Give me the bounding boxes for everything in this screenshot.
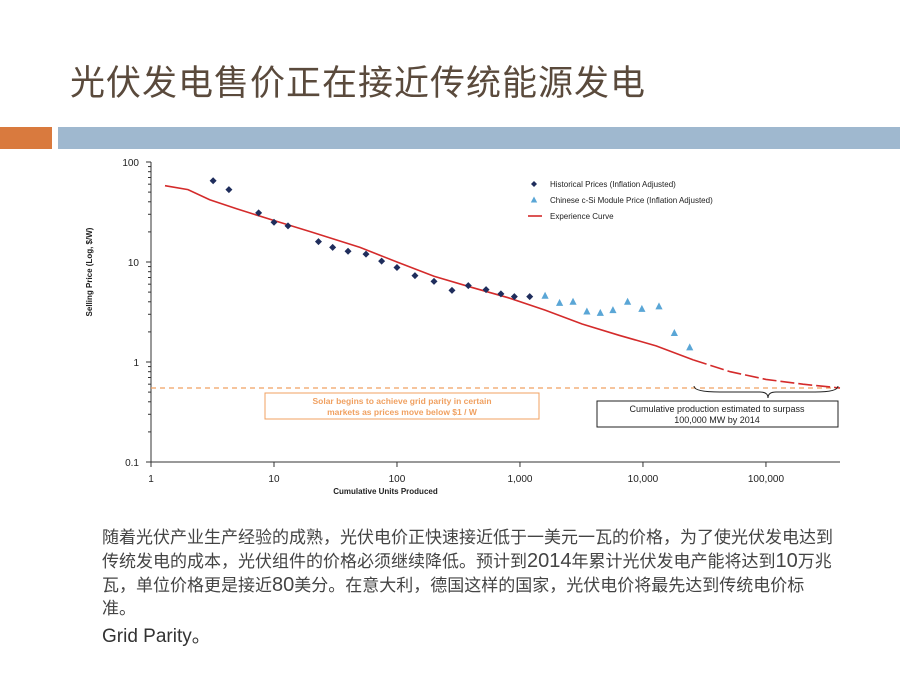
grid-parity-annotation-line: Solar begins to achieve grid parity in c… xyxy=(312,396,491,406)
historical-price-point xyxy=(362,250,370,258)
body-number-80: 80 xyxy=(272,574,295,596)
historical-price-point xyxy=(464,282,472,290)
x-tick-label: 100,000 xyxy=(748,474,785,485)
production-annotation-box xyxy=(596,400,839,428)
slide-title: 光伏发电售价正在接近传统能源发电 xyxy=(70,64,647,104)
historical-price-point xyxy=(411,272,419,280)
y-tick-label: 100 xyxy=(122,158,139,169)
chinese-module-price-point xyxy=(638,304,646,312)
historical-price-point xyxy=(526,293,534,301)
historical-price-point xyxy=(393,264,401,272)
historical-price-point xyxy=(378,257,386,265)
legend-historical-marker xyxy=(531,181,537,187)
chinese-module-price-point xyxy=(569,297,577,305)
x-axis-title: Cumulative Units Produced xyxy=(333,487,438,496)
production-annotation-line: 100,000 MW by 2014 xyxy=(674,415,760,425)
chinese-module-price-point xyxy=(623,297,632,305)
historical-price-point xyxy=(314,238,322,246)
y-tick-label: 10 xyxy=(128,258,140,269)
accent-bar-blue xyxy=(58,127,900,149)
grid-parity-annotation-box xyxy=(264,392,540,420)
legend-curve-label: Experience Curve xyxy=(550,212,614,221)
historical-price-point xyxy=(329,243,337,251)
body-text-2: 年累计光伏发电产能将达到 xyxy=(571,552,776,572)
grid-parity-term: Grid Parity。 xyxy=(102,621,211,648)
legend-historical-label: Historical Prices (Inflation Adjusted) xyxy=(550,180,676,189)
chinese-module-price-point xyxy=(655,302,663,310)
x-tick-label: 1,000 xyxy=(507,474,532,485)
production-annotation-line: Cumulative production estimated to surpa… xyxy=(629,404,805,414)
historical-price-point xyxy=(270,218,278,226)
chinese-module-price-point xyxy=(556,298,564,306)
x-tick-label: 1 xyxy=(148,474,154,485)
chinese-module-price-point xyxy=(670,328,678,336)
production-bracket xyxy=(693,385,839,399)
grid-parity-punct: 。 xyxy=(191,626,211,647)
x-tick-label: 10,000 xyxy=(628,474,659,485)
historical-price-point xyxy=(448,286,456,294)
body-number-2014: 2014 xyxy=(527,550,572,572)
chinese-module-price-point xyxy=(609,306,617,314)
chinese-module-price-point xyxy=(596,308,604,316)
grid-parity-annotation-line: markets as prices move below $1 / W xyxy=(327,407,478,417)
x-tick-label: 100 xyxy=(389,474,406,485)
historical-price-point xyxy=(209,177,217,185)
historical-price-point xyxy=(497,290,505,298)
legend-chinese-label: Chinese c-Si Module Price (Inflation Adj… xyxy=(550,196,713,205)
experience-curve-projected-line xyxy=(692,359,841,389)
y-tick-label: 0.1 xyxy=(125,458,139,469)
experience-curve-chart: 0.1 1 10 100 1 10 100 1,000 10,000 100,000 Cumulat… xyxy=(85,158,841,496)
body-paragraph: 随着光伏产业生产经验的成熟，光伏电价正快速接近低于一美元一瓦的价格，为了使光伏发… xyxy=(102,527,837,621)
body-text-3: 万兆瓦，单位价格更是接近 xyxy=(102,552,832,596)
accent-bar-orange xyxy=(0,127,52,149)
legend-chinese-marker xyxy=(530,196,538,203)
chinese-module-price-point xyxy=(686,343,694,351)
chinese-module-price-point xyxy=(541,291,549,299)
experience-curve-line xyxy=(164,184,694,361)
y-axis-title: Selling Price (Log, $/W) xyxy=(85,227,94,316)
body-text-4: 美分。在意大利，德国这样的国家，光伏电价将最先达到传统电价标准。 xyxy=(102,576,805,619)
historical-price-point xyxy=(430,277,438,285)
grid-parity-text: Grid Parity xyxy=(102,626,192,647)
y-tick-label: 1 xyxy=(133,358,139,369)
historical-price-point xyxy=(255,209,263,217)
historical-price-point xyxy=(344,247,352,255)
historical-price-point xyxy=(482,286,490,294)
chinese-module-price-point xyxy=(583,307,591,315)
historical-price-point xyxy=(225,186,233,194)
body-number-10: 10 xyxy=(775,550,798,572)
historical-price-point xyxy=(510,293,518,301)
body-text-1: 随着光伏产业生产经验的成熟，光伏电价正快速接近低于一美元一瓦的价格，为了使光伏发… xyxy=(102,528,833,572)
x-tick-label: 10 xyxy=(268,474,280,485)
historical-price-point xyxy=(284,222,292,230)
